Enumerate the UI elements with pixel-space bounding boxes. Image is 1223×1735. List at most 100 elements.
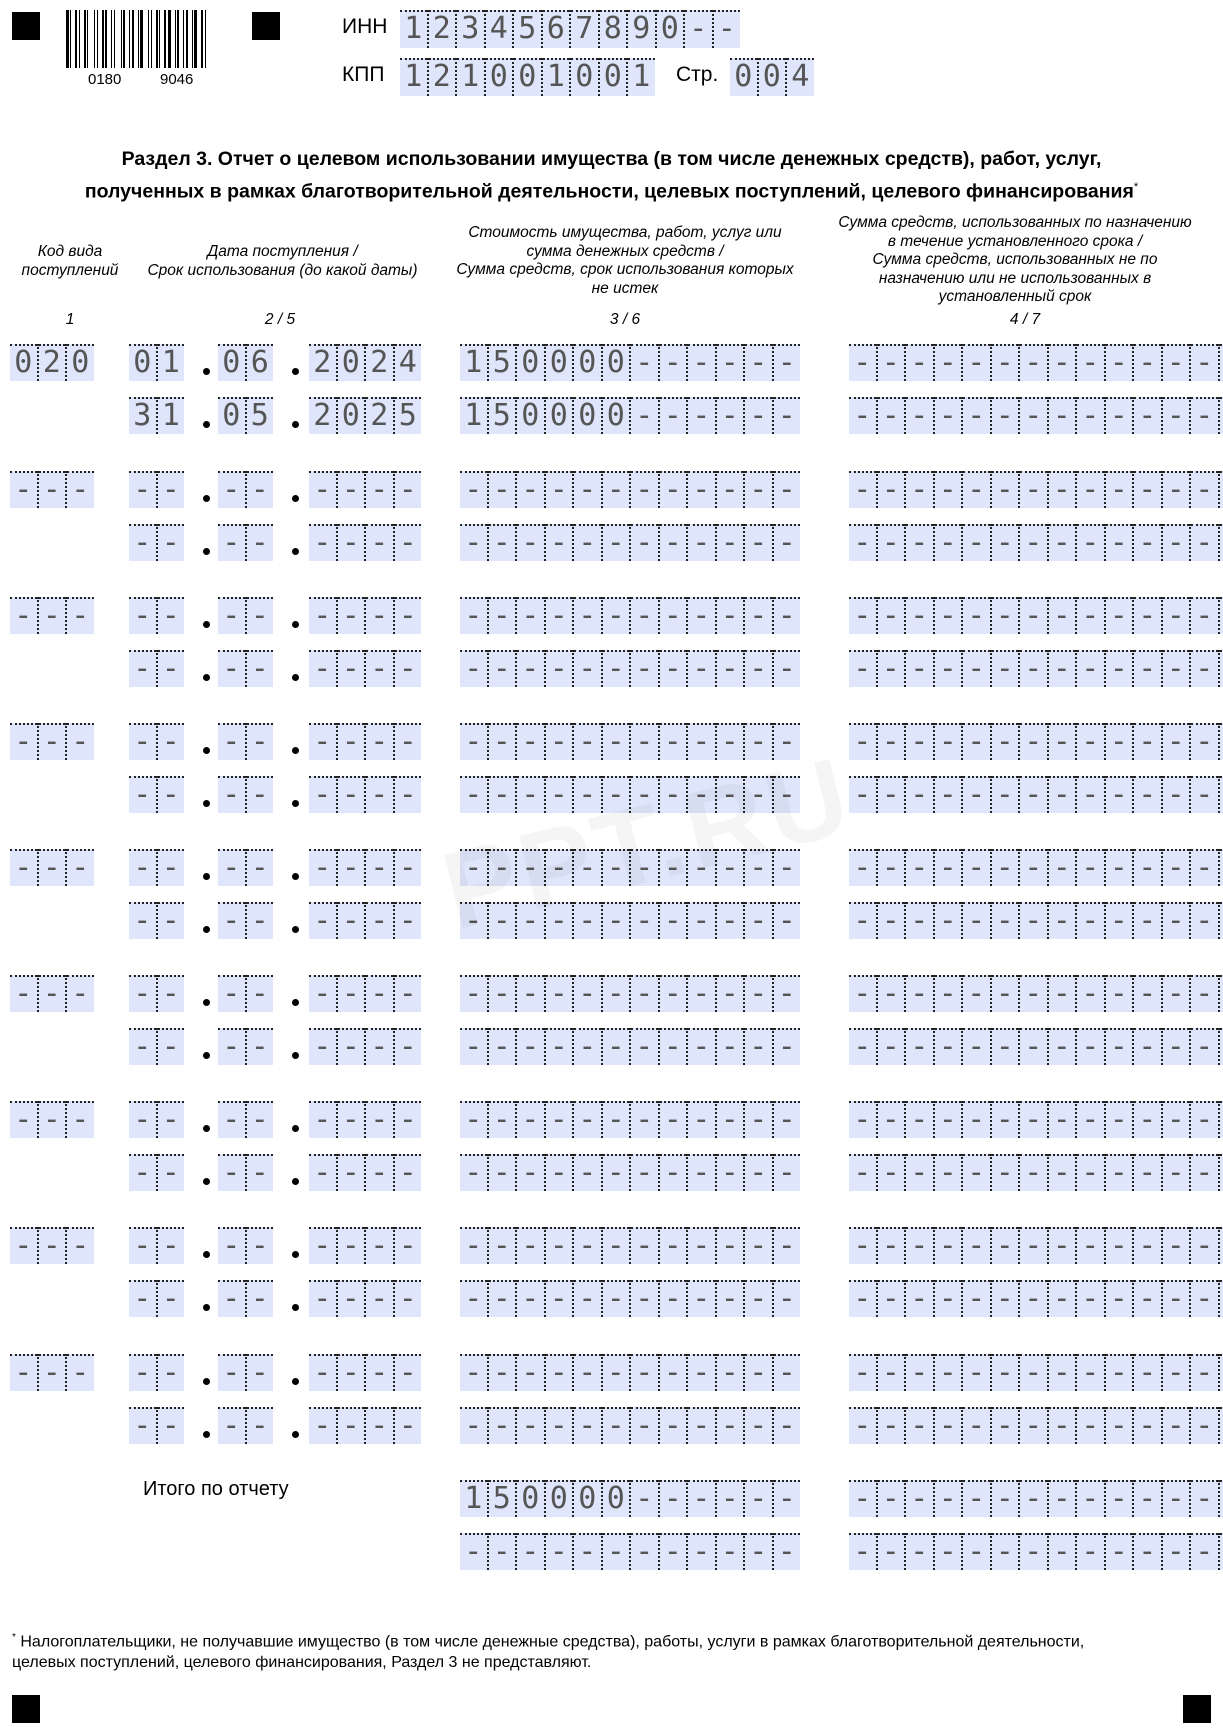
receipt-date-day[interactable]: -- (129, 723, 184, 760)
receipt-date-year[interactable]: ---- (309, 723, 421, 760)
receipt-date-day[interactable]: -- (129, 597, 184, 634)
usage-date-month[interactable]: -- (218, 1154, 273, 1191)
usage-date-month[interactable]: -- (218, 1028, 273, 1065)
amount-value[interactable]: ------------ (460, 1227, 800, 1264)
usage-date-year[interactable]: ---- (309, 1028, 421, 1065)
amount-remaining[interactable]: ------------ (460, 776, 800, 813)
entry-code[interactable]: --- (10, 723, 94, 760)
receipt-date-month[interactable]: -- (218, 1227, 273, 1264)
amount-value[interactable]: ------------ (460, 849, 800, 886)
receipt-date-year[interactable]: ---- (309, 597, 421, 634)
misused-amount[interactable]: -------------- (849, 1280, 1223, 1317)
used-amount[interactable]: -------------- (849, 723, 1223, 760)
used-amount[interactable]: -------------- (849, 1354, 1223, 1391)
amount-remaining[interactable]: ------------ (460, 1028, 800, 1065)
entry-code[interactable]: --- (10, 597, 94, 634)
used-amount[interactable]: -------------- (849, 344, 1223, 381)
amount-remaining[interactable]: ------------ (460, 902, 800, 939)
entry-code[interactable]: --- (10, 1227, 94, 1264)
amount-remaining[interactable]: ------------ (460, 1407, 800, 1444)
usage-date-day[interactable]: -- (129, 1407, 184, 1444)
receipt-date-year[interactable]: ---- (309, 1354, 421, 1391)
usage-date-year[interactable]: ---- (309, 776, 421, 813)
usage-date-year[interactable]: ---- (309, 902, 421, 939)
used-amount[interactable]: -------------- (849, 597, 1223, 634)
receipt-date-month[interactable]: -- (218, 1101, 273, 1138)
receipt-date-year[interactable]: ---- (309, 1227, 421, 1264)
entry-code[interactable]: --- (10, 1101, 94, 1138)
usage-date-day[interactable]: -- (129, 1280, 184, 1317)
entry-code[interactable]: --- (10, 849, 94, 886)
amount-value[interactable]: ------------ (460, 723, 800, 760)
amount-value[interactable]: ------------ (460, 975, 800, 1012)
receipt-date-year[interactable]: ---- (309, 975, 421, 1012)
receipt-date-year[interactable]: ---- (309, 849, 421, 886)
usage-date-year[interactable]: ---- (309, 650, 421, 687)
used-amount[interactable]: -------------- (849, 849, 1223, 886)
receipt-date-day[interactable]: -- (129, 1101, 184, 1138)
amount-remaining[interactable]: ------------ (460, 1280, 800, 1317)
amount-value[interactable]: ------------ (460, 597, 800, 634)
usage-date-year[interactable]: ---- (309, 1280, 421, 1317)
receipt-date-month[interactable]: -- (218, 849, 273, 886)
misused-amount[interactable]: -------------- (849, 397, 1223, 434)
usage-date-day[interactable]: -- (129, 650, 184, 687)
misused-amount[interactable]: -------------- (849, 776, 1223, 813)
misused-amount[interactable]: -------------- (849, 902, 1223, 939)
entry-code[interactable]: --- (10, 1354, 94, 1391)
used-amount[interactable]: -------------- (849, 1101, 1223, 1138)
receipt-date-year[interactable]: ---- (309, 471, 421, 508)
misused-amount[interactable]: -------------- (849, 1407, 1223, 1444)
entry-code[interactable]: --- (10, 975, 94, 1012)
misused-amount[interactable]: -------------- (849, 650, 1223, 687)
total-used-1[interactable]: -------------- (849, 1480, 1223, 1517)
used-amount[interactable]: -------------- (849, 1227, 1223, 1264)
amount-value[interactable]: ------------ (460, 471, 800, 508)
amount-remaining[interactable]: ------------ (460, 524, 800, 561)
usage-date-month[interactable]: -- (218, 776, 273, 813)
amount-value[interactable]: ------------ (460, 1354, 800, 1391)
usage-date-month[interactable]: -- (218, 650, 273, 687)
entry-code[interactable]: --- (10, 471, 94, 508)
receipt-date-month[interactable]: -- (218, 471, 273, 508)
usage-date-year[interactable]: ---- (309, 1154, 421, 1191)
amount-remaining[interactable]: ------------ (460, 650, 800, 687)
usage-date-month[interactable]: -- (218, 1407, 273, 1444)
usage-date-day[interactable]: -- (129, 776, 184, 813)
receipt-date-month[interactable]: -- (218, 723, 273, 760)
usage-date-month[interactable]: -- (218, 902, 273, 939)
receipt-date-day[interactable]: -- (129, 975, 184, 1012)
misused-amount[interactable]: -------------- (849, 524, 1223, 561)
amount-value[interactable]: ------------ (460, 1101, 800, 1138)
receipt-date-month[interactable]: -- (218, 975, 273, 1012)
usage-date-day[interactable]: -- (129, 902, 184, 939)
misused-amount[interactable]: -------------- (849, 1154, 1223, 1191)
usage-date-month[interactable]: -- (218, 1280, 273, 1317)
usage-date-day[interactable]: -- (129, 524, 184, 561)
receipt-date-year[interactable]: ---- (309, 1101, 421, 1138)
used-amount[interactable]: -------------- (849, 471, 1223, 508)
receipt-date-day[interactable]: -- (129, 1227, 184, 1264)
receipt-date-day[interactable]: -- (129, 471, 184, 508)
usage-date-month[interactable]: -- (218, 524, 273, 561)
used-amount[interactable]: -------------- (849, 975, 1223, 1012)
receipt-date-day[interactable]: -- (129, 1354, 184, 1391)
amount-remaining[interactable]: ------------ (460, 1154, 800, 1191)
total-used-2[interactable]: -------------- (849, 1533, 1223, 1570)
usage-date-year[interactable]: ---- (309, 1407, 421, 1444)
usage-date-day[interactable]: -- (129, 1154, 184, 1191)
total-amount-2[interactable]: ------------ (460, 1533, 800, 1570)
misused-amount[interactable]: -------------- (849, 1028, 1223, 1065)
